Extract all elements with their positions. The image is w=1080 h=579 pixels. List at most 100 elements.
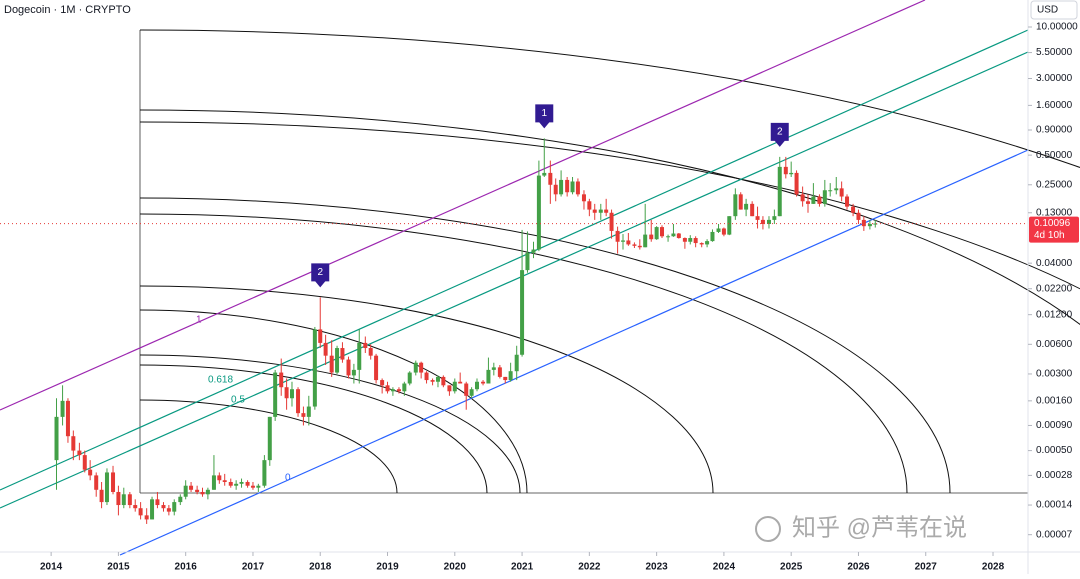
candle-body — [250, 485, 255, 488]
candle-body — [430, 380, 435, 382]
candle-body — [178, 496, 183, 503]
candle-body — [486, 369, 491, 384]
candle-body — [766, 219, 771, 224]
y-tick-label: 0.00014 — [1036, 500, 1073, 511]
candle-body — [632, 244, 637, 246]
x-tick-label: 2016 — [175, 562, 198, 573]
candle-body — [666, 236, 671, 238]
candle-body — [750, 203, 755, 217]
fib-label: 0.618 — [208, 375, 233, 386]
currency-box[interactable] — [1030, 0, 1078, 20]
last-price-box — [1029, 216, 1079, 243]
candle-body — [262, 460, 267, 486]
channel-line — [0, 0, 926, 411]
candle-body — [234, 483, 239, 486]
candle-body — [116, 491, 121, 506]
candle-body — [738, 194, 743, 210]
candle-body — [273, 372, 278, 417]
y-tick-label: 0.00160 — [1036, 395, 1073, 406]
candle-body — [318, 329, 323, 343]
candle-body — [845, 196, 850, 207]
candle-body — [284, 387, 289, 399]
x-tick-label: 2026 — [847, 562, 870, 573]
candle-body — [351, 369, 356, 376]
candle-body — [536, 175, 541, 250]
candle-body — [380, 380, 385, 386]
candle-body — [609, 212, 614, 231]
y-tick-label: 0.00090 — [1036, 420, 1073, 431]
candle-body — [481, 381, 486, 384]
candle-body — [822, 190, 827, 204]
y-tick-label: 0.04000 — [1036, 258, 1073, 269]
x-tick-label: 2015 — [107, 562, 130, 573]
candle-body — [88, 469, 93, 476]
candle-body — [559, 179, 564, 195]
candle-body — [306, 406, 311, 417]
candle-body — [301, 413, 306, 417]
y-tick-label: 0.01200 — [1036, 309, 1073, 320]
y-tick-label: 0.25000 — [1036, 179, 1073, 190]
candle-body — [553, 184, 558, 195]
candle-body — [296, 389, 301, 414]
candle-body — [99, 489, 104, 503]
channel-line — [0, 29, 1029, 491]
candle-body — [368, 348, 373, 356]
candle-body — [676, 233, 681, 239]
candle-body — [452, 381, 457, 392]
drawings: 1 0.618 0.5 0 — [0, 0, 1080, 556]
candle-body — [211, 475, 216, 490]
candle-body — [323, 342, 328, 356]
candle-body — [54, 416, 59, 461]
candle-body — [620, 240, 625, 242]
y-tick-label: 0.00600 — [1036, 339, 1073, 350]
y-tick-label: 5.50000 — [1036, 47, 1073, 58]
x-tick-label: 2021 — [511, 562, 534, 573]
candle-body — [228, 481, 233, 486]
candle-body — [363, 342, 368, 349]
watermark: 知乎 @芦苇在说 — [755, 514, 967, 542]
candle-body — [811, 196, 816, 204]
candle-body — [727, 216, 732, 235]
candle-body — [587, 201, 592, 210]
candle-body — [660, 227, 665, 237]
candle-body — [127, 494, 132, 506]
candle-body — [458, 381, 463, 384]
candle-body — [279, 372, 284, 388]
candle-body — [357, 342, 362, 370]
candle-body — [615, 230, 620, 242]
currency-label: USD — [1037, 5, 1058, 16]
fib-arc — [139, 364, 488, 494]
x-tick-label: 2023 — [646, 562, 669, 573]
candle-body — [71, 436, 76, 451]
channel-line — [119, 149, 1029, 556]
candle-body — [183, 485, 188, 497]
x-tick-label: 2019 — [376, 562, 399, 573]
candle-body — [789, 172, 794, 175]
candle-body — [413, 362, 418, 373]
candle-body — [435, 376, 440, 382]
fib-arc — [139, 29, 1080, 169]
candle-body — [710, 231, 715, 242]
fib-arc — [139, 213, 908, 494]
candle-body — [783, 166, 788, 175]
last-price-label: 0.10096 — [1034, 218, 1071, 229]
candle-body — [329, 355, 334, 373]
y-tick-label: 0.00050 — [1036, 445, 1073, 456]
candle-body — [861, 219, 866, 227]
candle-body — [643, 234, 648, 248]
candle-body — [121, 494, 126, 506]
watermark-text: 知乎 @芦苇在说 — [792, 514, 967, 541]
y-tick-label: 10.00000 — [1036, 22, 1078, 33]
candle-body — [575, 181, 580, 195]
candle-body — [716, 228, 721, 232]
candle-body — [82, 455, 87, 470]
candle-body — [256, 485, 261, 488]
y-tick-label: 0.00300 — [1036, 369, 1073, 380]
candle-body — [542, 172, 547, 176]
y-tick-label: 0.90000 — [1036, 125, 1073, 136]
candle-body — [531, 249, 536, 253]
y-tick-label: 0.13000 — [1036, 207, 1073, 218]
candle-body — [705, 241, 710, 245]
candle-body — [245, 481, 250, 486]
candle-body — [772, 216, 777, 220]
